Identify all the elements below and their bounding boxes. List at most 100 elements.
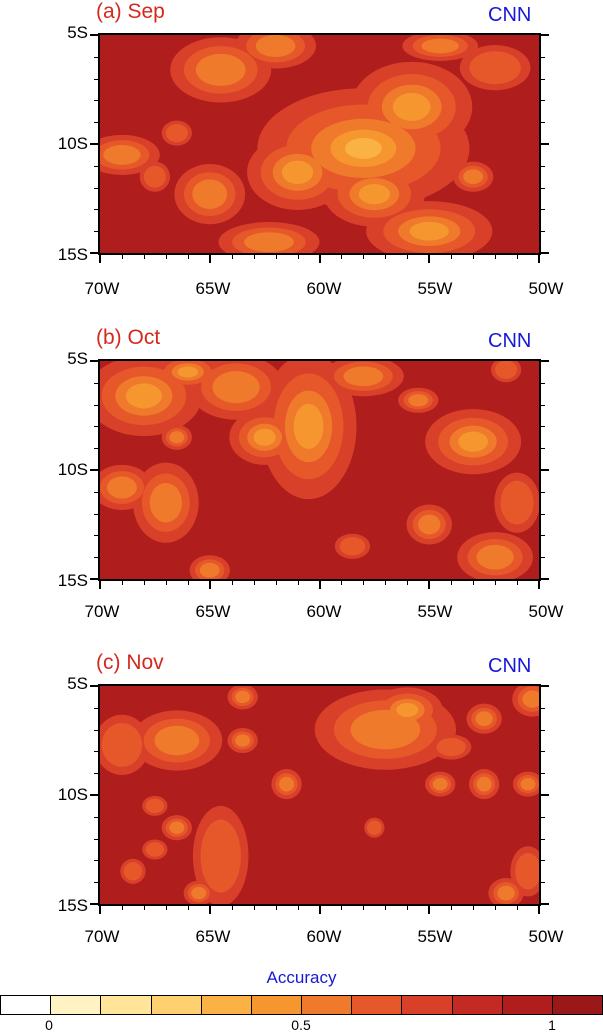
x-minor-tick [341, 906, 343, 910]
y-minor-tick [541, 165, 545, 167]
panel-title: (c) Nov [96, 651, 164, 674]
x-minor-tick [495, 581, 497, 585]
contour-region [154, 725, 200, 756]
colorbar-bin [51, 996, 102, 1014]
contour-region [177, 366, 198, 378]
y-minor-tick [94, 729, 98, 731]
x-minor-tick [253, 906, 255, 910]
y-tick [541, 252, 549, 254]
x-tick-label: 60W [306, 602, 342, 621]
x-tick-label: 65W [195, 927, 231, 946]
y-minor-tick [541, 382, 545, 384]
contour-region [469, 51, 521, 85]
y-minor-tick [541, 535, 545, 537]
x-minor-tick [297, 581, 299, 585]
contour-region [212, 371, 260, 404]
x-minor-tick [407, 906, 409, 910]
x-minor-tick [100, 581, 101, 585]
x-tick-label: 55W [417, 279, 453, 298]
y-minor-tick [94, 904, 98, 905]
x-tick [428, 581, 431, 589]
y-minor-tick [94, 361, 98, 362]
y-minor-tick [94, 535, 98, 537]
x-minor-tick [429, 581, 431, 585]
x-minor-tick [187, 255, 189, 259]
colorbar-label: 0 [45, 1017, 53, 1033]
x-minor-tick [275, 255, 277, 259]
x-minor-tick [275, 906, 277, 910]
y-minor-tick [541, 231, 545, 233]
y-minor-tick [541, 187, 545, 189]
y-minor-tick [541, 513, 545, 515]
contour-region [169, 821, 185, 834]
y-minor-tick [94, 56, 98, 58]
panel-title: (b) Oct [96, 326, 161, 349]
x-tick-label: 65W [195, 279, 231, 298]
x-minor-tick [143, 255, 145, 259]
contour-region [123, 862, 143, 881]
x-minor-tick [253, 581, 255, 585]
x-minor-tick [407, 255, 409, 259]
contour-region [279, 776, 295, 792]
contour-region [345, 137, 382, 159]
x-minor-tick [253, 255, 255, 259]
contour-region [522, 690, 539, 708]
x-minor-tick [121, 581, 123, 585]
y-minor-tick [94, 470, 98, 471]
y-minor-tick [94, 795, 98, 796]
x-minor-tick [341, 255, 343, 259]
x-minor-tick [539, 906, 540, 910]
y-tick-label: 5S [67, 23, 88, 42]
x-minor-tick [165, 255, 167, 259]
y-minor-tick [541, 773, 545, 775]
y-minor-tick [94, 773, 98, 775]
x-minor-tick [143, 906, 145, 910]
x-minor-tick [495, 255, 497, 259]
contour-region [476, 776, 492, 792]
x-minor-tick [121, 906, 123, 910]
y-tick [541, 360, 549, 362]
x-minor-tick [297, 255, 299, 259]
y-minor-tick [541, 860, 545, 862]
y-minor-tick [94, 579, 98, 580]
y-tick [541, 794, 549, 796]
x-minor-tick [121, 255, 123, 259]
y-minor-tick [541, 838, 545, 840]
x-minor-tick [231, 581, 233, 585]
contour-region [476, 544, 514, 570]
x-tick-label: 50W [528, 602, 564, 621]
y-minor-tick [541, 470, 545, 471]
y-tick-label: 5S [67, 674, 88, 693]
x-tick [208, 581, 211, 589]
contour-region [367, 820, 382, 836]
x-minor-tick [385, 581, 387, 585]
y-minor-tick [541, 795, 545, 796]
contour-region [145, 798, 165, 814]
y-minor-tick [94, 122, 98, 124]
colorbar-bin [402, 996, 453, 1014]
contour-region [149, 482, 182, 523]
x-minor-tick [209, 906, 211, 910]
y-minor-tick [541, 426, 545, 428]
x-tick-label: 50W [528, 279, 564, 298]
y-minor-tick [541, 491, 545, 493]
contour-region [244, 232, 294, 252]
x-tick [99, 255, 101, 263]
y-minor-tick [541, 557, 545, 559]
contour-region [235, 690, 251, 704]
x-tick-label: 55W [417, 927, 453, 946]
contour-region [143, 165, 166, 188]
x-minor-tick [100, 255, 101, 259]
y-minor-tick [541, 209, 545, 211]
x-minor-tick [319, 581, 321, 585]
colorbar [0, 995, 603, 1015]
y-tick [541, 143, 549, 145]
contour-region [343, 366, 384, 387]
x-minor-tick [143, 581, 145, 585]
contour-region [409, 221, 449, 241]
colorbar-label: 0.5 [291, 1017, 311, 1033]
x-tick [99, 581, 101, 589]
y-minor-tick [94, 100, 98, 102]
x-minor-tick [231, 255, 233, 259]
contour-region [125, 383, 162, 409]
